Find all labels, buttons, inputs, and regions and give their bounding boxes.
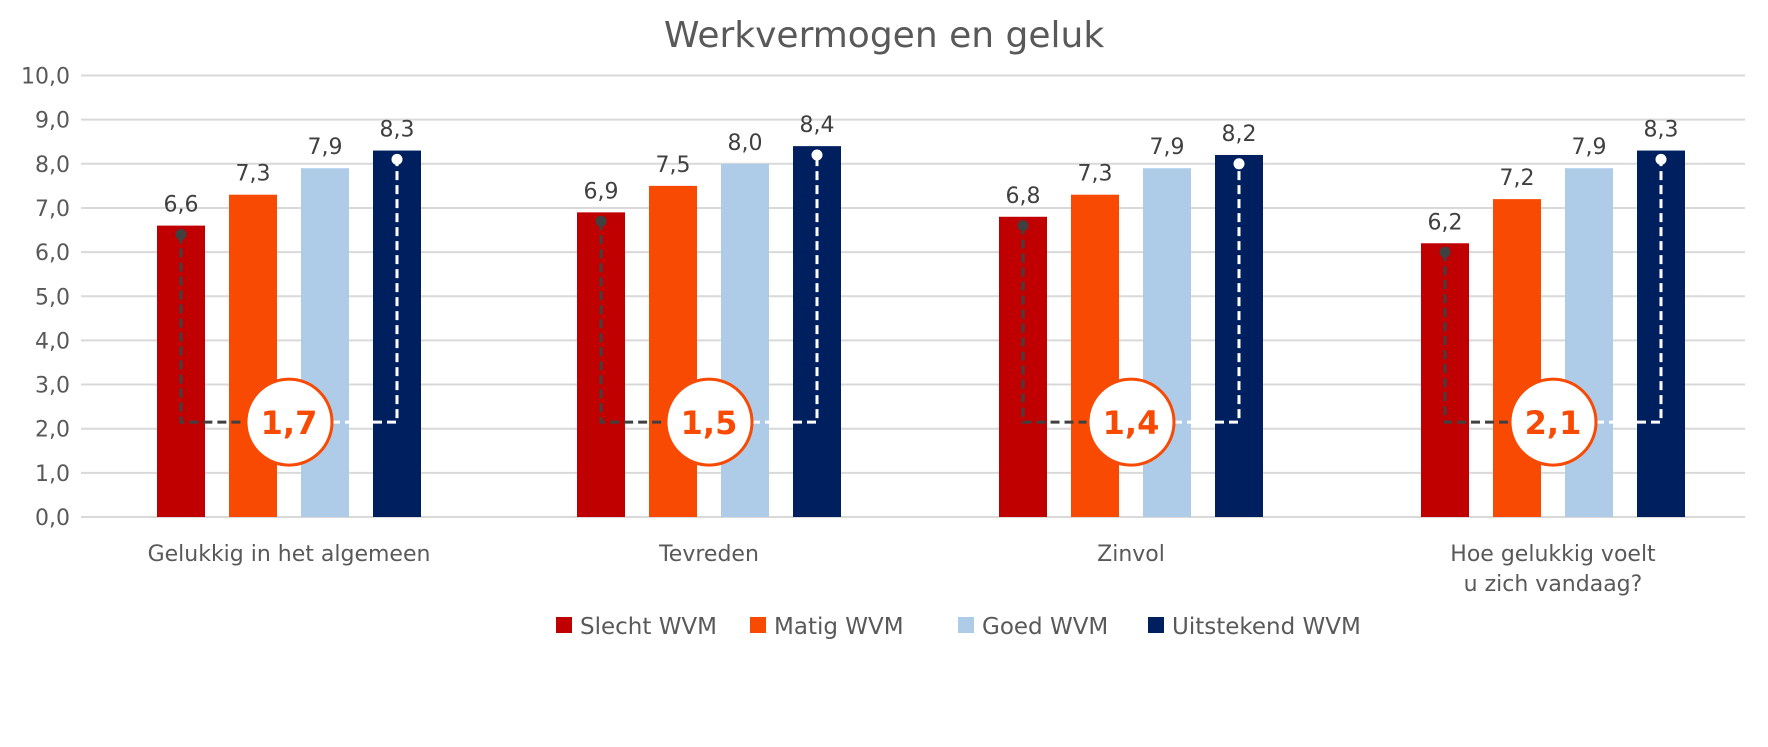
marker-dot: [1017, 220, 1029, 232]
data-label: 7,3: [236, 162, 271, 187]
marker-dot: [391, 153, 403, 165]
bar: [721, 163, 769, 518]
data-label: 6,9: [584, 179, 619, 204]
legend-swatch: [1148, 617, 1164, 633]
data-label: 8,3: [1644, 118, 1679, 143]
legend-label: Slecht WVM: [580, 614, 717, 640]
chart-title: Werkvermogen en geluk: [664, 15, 1104, 56]
difference-circle: [244, 377, 334, 467]
y-tick-label: 2,0: [35, 418, 70, 443]
y-tick-label: 7,0: [35, 197, 70, 222]
marker-dot: [595, 215, 607, 227]
data-label: 7,3: [1078, 162, 1113, 187]
data-label: 7,9: [308, 135, 343, 160]
y-tick-label: 8,0: [35, 153, 70, 178]
marker-dot: [811, 149, 823, 161]
bar: [1215, 154, 1263, 517]
y-tick-label: 10,0: [21, 65, 70, 90]
bar: [157, 225, 205, 518]
data-label: 7,2: [1500, 166, 1535, 191]
data-label: 8,4: [800, 113, 835, 138]
legend-label: Matig WVM: [774, 614, 904, 640]
y-tick-label: 5,0: [35, 285, 70, 310]
bar: [301, 168, 349, 517]
legend-swatch: [750, 617, 766, 633]
difference-circle: [1086, 377, 1176, 467]
category-label: Hoe gelukkig voelt: [1450, 542, 1656, 567]
legend-label: Uitstekend WVM: [1172, 614, 1361, 640]
bar: [1565, 168, 1613, 517]
data-label: 6,6: [164, 193, 199, 218]
marker-dot: [175, 228, 187, 240]
bar: [229, 194, 277, 517]
bar: [1493, 199, 1541, 517]
difference-label: 1,7: [261, 404, 318, 442]
data-label: 8,0: [728, 131, 763, 156]
y-tick-label: 0,0: [35, 506, 70, 531]
difference-circle: [664, 377, 754, 467]
category-label: u zich vandaag?: [1464, 572, 1643, 597]
category-label: Zinvol: [1097, 542, 1165, 567]
bar: [1143, 168, 1191, 517]
legend-swatch: [556, 617, 572, 633]
difference-label: 1,4: [1103, 404, 1160, 442]
difference-label: 2,1: [1525, 404, 1582, 442]
marker-dot: [1439, 246, 1451, 258]
y-tick-label: 3,0: [35, 374, 70, 399]
data-label: 7,5: [656, 153, 691, 178]
data-label: 8,3: [380, 118, 415, 143]
category-label: Gelukkig in het algemeen: [148, 542, 431, 567]
y-tick-label: 1,0: [35, 462, 70, 487]
data-label: 8,2: [1222, 122, 1257, 147]
y-tick-label: 4,0: [35, 329, 70, 354]
data-label: 7,9: [1150, 135, 1185, 160]
category-label: Tevreden: [658, 542, 759, 567]
legend-label: Goed WVM: [982, 614, 1108, 640]
y-tick-label: 9,0: [35, 109, 70, 134]
marker-dot: [1233, 158, 1245, 170]
marker-dot: [1655, 153, 1667, 165]
y-tick-label: 6,0: [35, 241, 70, 266]
legend-swatch: [958, 617, 974, 633]
difference-circle: [1508, 377, 1598, 467]
data-label: 6,8: [1006, 184, 1041, 209]
data-label: 6,2: [1428, 210, 1463, 235]
bar: [1071, 194, 1119, 517]
bar: [649, 185, 697, 517]
data-label: 7,9: [1572, 135, 1607, 160]
difference-label: 1,5: [681, 404, 738, 442]
